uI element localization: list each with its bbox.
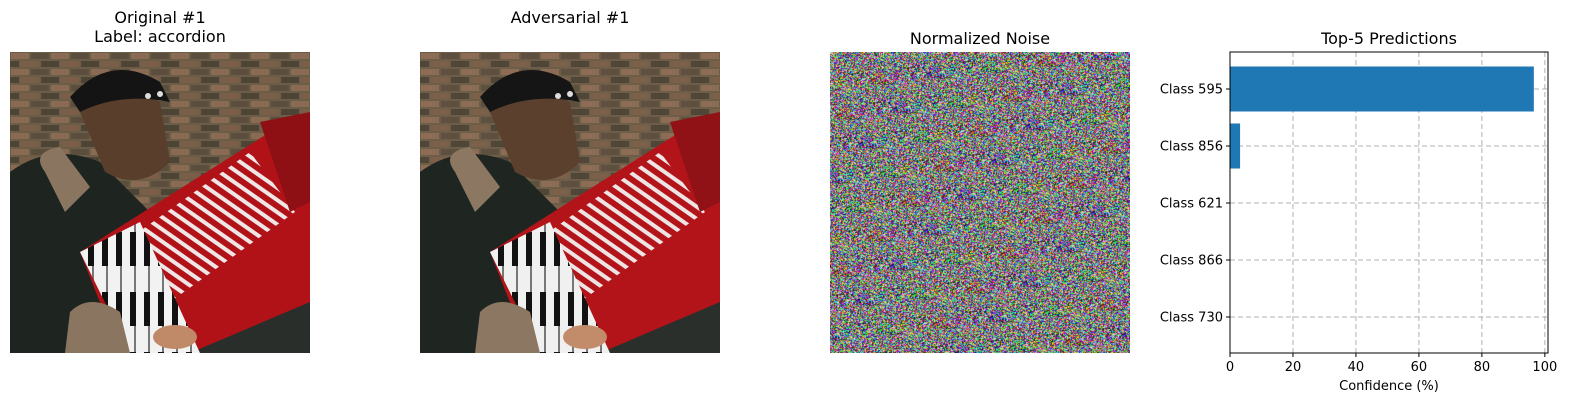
y-tick-label: Class 856 xyxy=(1160,140,1223,155)
y-tick-label: Class 866 xyxy=(1160,254,1223,269)
adversarial-title: Adversarial #1 xyxy=(510,8,630,27)
y-tick-label: Class 621 xyxy=(1160,197,1223,212)
adversarial-image xyxy=(420,52,720,353)
x-tick-label: 0 xyxy=(1226,360,1234,375)
noise-image xyxy=(830,52,1130,353)
noise-title: Normalized Noise xyxy=(909,29,1051,48)
bar xyxy=(1230,123,1241,169)
x-tick-label: 40 xyxy=(1348,360,1365,375)
original-image xyxy=(10,52,310,353)
x-tick-label: 20 xyxy=(1285,360,1302,375)
original-label: Label: accordion xyxy=(94,27,226,46)
bar xyxy=(1230,66,1534,112)
x-tick-label: 100 xyxy=(1532,360,1557,375)
y-tick-label: Class 730 xyxy=(1160,311,1223,326)
x-tick-label: 80 xyxy=(1474,360,1491,375)
x-tick-label: 60 xyxy=(1411,360,1428,375)
original-title: Original #1 xyxy=(114,8,206,27)
x-axis-label: Confidence (%) xyxy=(1339,379,1439,394)
chart-title: Top-5 Predictions xyxy=(1321,29,1457,48)
y-tick-label: Class 595 xyxy=(1160,83,1223,98)
